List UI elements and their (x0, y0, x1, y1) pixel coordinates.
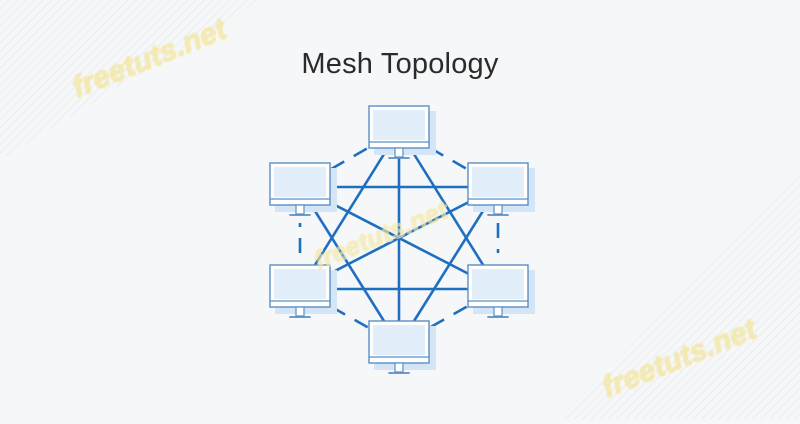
monitor-stand (493, 204, 503, 215)
monitor-screen (472, 167, 524, 197)
monitor-stand (394, 147, 404, 158)
page-title: Mesh Topology (301, 48, 499, 80)
link-line (330, 305, 369, 329)
monitor-screen (373, 325, 425, 355)
monitor-stand (295, 204, 305, 215)
monitor-screen (274, 269, 326, 299)
monitor-stand (493, 306, 503, 317)
monitor-icon (368, 320, 436, 374)
monitor-icon (269, 162, 337, 216)
link-line (298, 129, 401, 290)
monitor-screen (472, 269, 524, 299)
monitor-stand (394, 362, 404, 373)
background-stripes-bottom-right (560, 170, 800, 419)
link-line (397, 129, 500, 290)
monitor-screen (274, 167, 326, 197)
link-line (298, 186, 401, 346)
monitor-icon (269, 264, 337, 318)
link-line (429, 305, 468, 329)
monitor-icon (467, 162, 535, 216)
link-line (397, 186, 500, 346)
monitor-icon (368, 105, 436, 159)
background-stripes-top-left (0, 0, 260, 160)
link-line (429, 146, 468, 171)
monitor-screen (373, 110, 425, 140)
nodes-layer (269, 105, 535, 374)
link-line (330, 146, 369, 171)
monitor-stand (295, 306, 305, 317)
monitor-icon (467, 264, 535, 318)
